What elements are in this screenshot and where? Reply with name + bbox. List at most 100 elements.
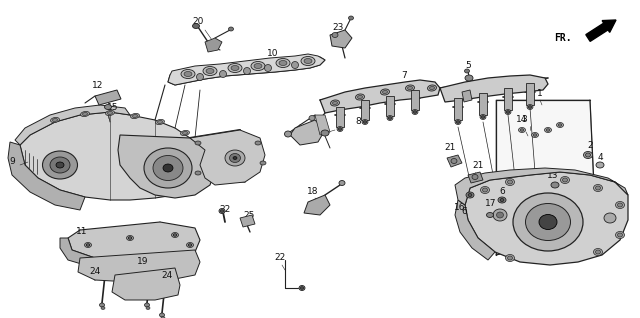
Ellipse shape: [618, 233, 623, 237]
Ellipse shape: [193, 24, 200, 29]
Ellipse shape: [279, 60, 287, 66]
Ellipse shape: [593, 248, 602, 255]
Ellipse shape: [56, 162, 64, 168]
Ellipse shape: [513, 193, 583, 251]
Ellipse shape: [301, 287, 303, 289]
Text: 10: 10: [268, 49, 279, 58]
Text: 22: 22: [275, 252, 285, 261]
Ellipse shape: [466, 192, 474, 198]
Ellipse shape: [52, 119, 58, 121]
Ellipse shape: [480, 114, 486, 120]
Text: 2: 2: [587, 141, 593, 149]
Polygon shape: [479, 93, 487, 115]
Text: 18: 18: [307, 188, 319, 197]
Polygon shape: [504, 88, 512, 110]
Polygon shape: [411, 90, 419, 110]
Ellipse shape: [493, 209, 507, 221]
Text: 7: 7: [401, 72, 407, 80]
Ellipse shape: [506, 254, 515, 261]
Polygon shape: [496, 100, 596, 255]
Polygon shape: [440, 75, 548, 102]
Ellipse shape: [83, 113, 88, 115]
Text: 23: 23: [332, 24, 344, 32]
Text: 22: 22: [220, 205, 230, 215]
Ellipse shape: [616, 202, 625, 209]
Polygon shape: [454, 98, 462, 120]
Ellipse shape: [381, 89, 390, 95]
Polygon shape: [8, 142, 85, 210]
Ellipse shape: [339, 181, 345, 185]
Ellipse shape: [604, 213, 616, 223]
Ellipse shape: [333, 101, 337, 105]
Ellipse shape: [584, 151, 593, 158]
Polygon shape: [304, 195, 330, 215]
Ellipse shape: [195, 141, 201, 145]
Circle shape: [220, 71, 227, 78]
Ellipse shape: [551, 182, 559, 188]
Ellipse shape: [81, 111, 90, 117]
Ellipse shape: [593, 184, 602, 191]
Polygon shape: [95, 90, 121, 105]
Ellipse shape: [508, 180, 513, 184]
Circle shape: [196, 73, 204, 80]
Ellipse shape: [180, 130, 189, 135]
Polygon shape: [240, 215, 255, 227]
Ellipse shape: [330, 100, 339, 106]
Ellipse shape: [172, 232, 179, 238]
Text: 20: 20: [192, 17, 204, 25]
Ellipse shape: [108, 112, 113, 114]
Ellipse shape: [388, 117, 392, 119]
Ellipse shape: [146, 307, 150, 309]
Ellipse shape: [428, 85, 436, 91]
Ellipse shape: [221, 210, 223, 212]
Ellipse shape: [309, 115, 315, 121]
Ellipse shape: [203, 66, 217, 75]
Polygon shape: [190, 130, 265, 185]
Text: 1: 1: [537, 88, 543, 98]
Ellipse shape: [104, 105, 111, 109]
Polygon shape: [465, 172, 628, 265]
Ellipse shape: [618, 203, 623, 207]
Text: 4: 4: [597, 154, 603, 162]
Ellipse shape: [254, 64, 262, 68]
Ellipse shape: [144, 148, 192, 188]
Text: 11: 11: [76, 227, 88, 237]
Ellipse shape: [481, 186, 490, 193]
Ellipse shape: [429, 86, 435, 90]
Text: FR.: FR.: [554, 33, 572, 43]
Ellipse shape: [387, 115, 393, 121]
Ellipse shape: [465, 69, 470, 73]
Ellipse shape: [527, 105, 533, 109]
Text: 19: 19: [137, 258, 148, 266]
Ellipse shape: [586, 153, 591, 157]
Text: 13: 13: [547, 170, 559, 179]
Ellipse shape: [520, 129, 524, 131]
Ellipse shape: [337, 127, 343, 132]
Ellipse shape: [451, 158, 457, 163]
Text: 25: 25: [243, 211, 255, 219]
Text: 6: 6: [499, 188, 505, 197]
Polygon shape: [68, 222, 200, 260]
Ellipse shape: [545, 128, 552, 133]
Ellipse shape: [358, 95, 362, 99]
Ellipse shape: [506, 111, 509, 113]
Text: 21: 21: [472, 161, 484, 169]
Ellipse shape: [472, 175, 478, 179]
Ellipse shape: [497, 212, 504, 218]
Ellipse shape: [188, 244, 192, 246]
Text: 12: 12: [92, 80, 104, 89]
Ellipse shape: [163, 164, 173, 172]
Text: 5: 5: [465, 60, 471, 70]
Ellipse shape: [182, 131, 188, 135]
Ellipse shape: [533, 134, 537, 136]
Text: 15: 15: [108, 103, 119, 113]
Ellipse shape: [406, 85, 415, 91]
Polygon shape: [15, 105, 130, 145]
Ellipse shape: [531, 133, 538, 137]
Polygon shape: [60, 238, 130, 270]
Ellipse shape: [251, 61, 265, 71]
Ellipse shape: [86, 244, 90, 246]
Text: 6: 6: [461, 208, 467, 217]
Ellipse shape: [362, 120, 368, 125]
Ellipse shape: [84, 243, 92, 247]
